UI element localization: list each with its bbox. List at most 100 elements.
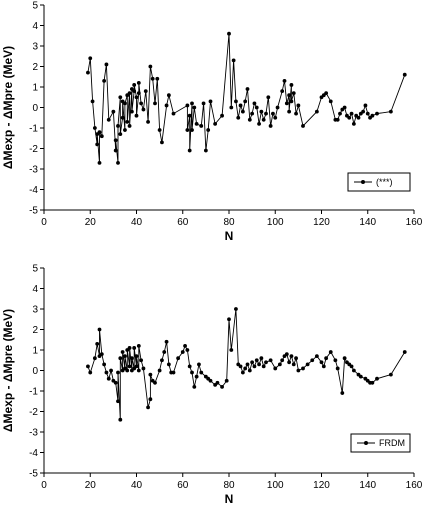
data-point	[314, 109, 319, 114]
data-point	[284, 101, 289, 106]
data-point	[305, 362, 310, 367]
data-point	[250, 111, 255, 116]
data-point	[335, 117, 340, 122]
data-point	[328, 350, 333, 354]
x-tick-label: 120	[313, 217, 330, 228]
data-point	[238, 103, 243, 108]
data-point	[206, 128, 211, 132]
data-point	[116, 399, 120, 404]
data-point	[234, 307, 238, 311]
data-point	[284, 352, 289, 356]
data-point	[358, 374, 363, 379]
data-point	[301, 366, 305, 371]
data-point	[190, 101, 194, 106]
data-point	[370, 380, 375, 385]
data-point	[106, 117, 111, 122]
data-point	[123, 354, 127, 359]
data-point	[185, 348, 190, 352]
data-point	[171, 370, 176, 375]
data-point	[289, 83, 294, 87]
y-tick-label: -5	[29, 469, 38, 480]
data-point	[247, 368, 252, 373]
data-point	[266, 95, 271, 100]
data-point	[141, 107, 146, 112]
data-point	[252, 101, 257, 106]
data-point	[146, 119, 150, 124]
data-point	[129, 356, 134, 361]
data-point	[291, 362, 296, 367]
data-point	[123, 101, 127, 106]
data-point	[213, 122, 218, 126]
data-point	[370, 113, 375, 118]
y-tick-label: 3	[32, 42, 38, 53]
legend-marker	[361, 180, 365, 184]
data-point	[240, 109, 245, 114]
y-tick-label: 5	[32, 264, 38, 275]
x-tick-label: 160	[406, 480, 423, 491]
data-point	[104, 370, 109, 375]
data-point	[243, 366, 248, 371]
data-point	[132, 83, 137, 87]
data-point	[310, 358, 315, 363]
data-point	[324, 356, 329, 361]
data-point	[245, 87, 250, 91]
data-point	[224, 378, 229, 383]
data-point	[264, 111, 268, 116]
data-point	[155, 76, 160, 81]
data-point	[289, 354, 294, 359]
x-tick-label: 40	[131, 217, 143, 228]
data-point	[97, 160, 102, 165]
data-point	[199, 370, 204, 375]
data-point	[132, 89, 137, 93]
legend-label: (***)	[376, 177, 393, 187]
y-tick-label: 2	[32, 62, 38, 73]
y-axis-title: ΔMexp - ΔMpre (MeV)	[1, 46, 15, 169]
data-point	[102, 362, 107, 367]
data-point	[349, 111, 354, 116]
y-tick-label: -1	[29, 124, 38, 135]
data-point	[264, 360, 268, 365]
data-point	[157, 368, 162, 373]
data-point	[171, 111, 176, 116]
legend-label: FRDM	[379, 438, 405, 448]
y-tick-label: -3	[29, 165, 38, 176]
y-tick-label: -5	[29, 206, 38, 217]
x-tick-label: 20	[85, 217, 97, 228]
data-point	[324, 91, 329, 96]
x-tick-label: 0	[41, 480, 47, 491]
y-tick-label: 1	[32, 346, 38, 357]
y-tick-label: 0	[32, 103, 38, 114]
data-point	[208, 378, 213, 383]
y-tick-label: 5	[32, 1, 38, 12]
x-tick-label: 40	[131, 480, 143, 491]
data-point	[342, 356, 347, 361]
data-point	[229, 105, 234, 110]
data-point	[236, 115, 241, 120]
x-tick-label: 80	[223, 217, 235, 228]
data-point	[166, 93, 171, 98]
data-point	[254, 358, 259, 363]
data-point	[319, 360, 324, 365]
legend-box	[350, 433, 411, 453]
data-point	[273, 115, 278, 120]
data-point	[342, 105, 347, 110]
data-point	[132, 346, 137, 350]
data-point	[95, 142, 100, 147]
data-point	[113, 148, 118, 153]
data-point	[361, 109, 366, 114]
data-point	[136, 368, 141, 373]
data-point	[134, 113, 139, 118]
data-point	[243, 99, 248, 104]
data-point	[194, 122, 199, 126]
data-point	[275, 105, 280, 110]
data-point	[261, 364, 266, 369]
data-point	[208, 99, 213, 104]
data-point	[127, 346, 132, 350]
data-point	[153, 101, 157, 106]
data-point	[150, 76, 155, 81]
data-point	[99, 134, 104, 139]
data-point	[365, 111, 370, 116]
data-point	[190, 370, 194, 375]
y-tick-label: 1	[32, 83, 38, 94]
data-point	[92, 126, 97, 130]
